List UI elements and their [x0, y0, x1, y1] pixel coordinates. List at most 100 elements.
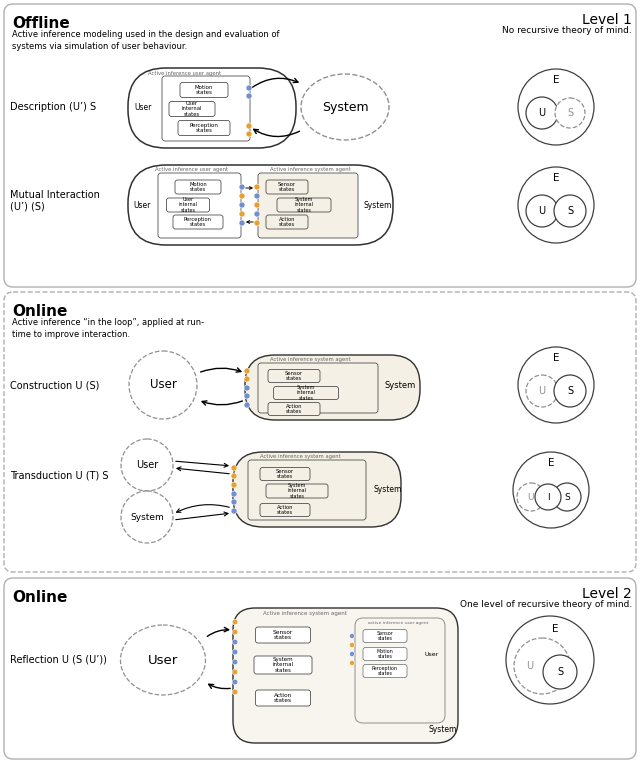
- FancyBboxPatch shape: [166, 198, 209, 212]
- Circle shape: [231, 465, 237, 471]
- Text: Online: Online: [12, 590, 67, 605]
- Circle shape: [246, 131, 252, 137]
- Text: Action
states: Action states: [276, 505, 293, 515]
- Text: Online: Online: [12, 304, 67, 319]
- FancyBboxPatch shape: [266, 215, 308, 229]
- Circle shape: [555, 98, 585, 128]
- Circle shape: [231, 491, 237, 497]
- FancyBboxPatch shape: [233, 608, 458, 743]
- Text: System: System: [374, 485, 402, 494]
- Text: User: User: [134, 102, 152, 111]
- Circle shape: [254, 211, 260, 217]
- Text: Sensor
states: Sensor states: [285, 371, 303, 382]
- Text: Active inference system agent: Active inference system agent: [263, 611, 347, 616]
- Circle shape: [239, 184, 245, 190]
- Text: Active inference system agent: Active inference system agent: [269, 167, 350, 172]
- FancyBboxPatch shape: [4, 4, 636, 287]
- FancyBboxPatch shape: [128, 165, 393, 245]
- Circle shape: [244, 385, 250, 391]
- Text: Level 2: Level 2: [582, 587, 632, 601]
- Circle shape: [244, 393, 250, 399]
- Ellipse shape: [301, 74, 389, 140]
- Circle shape: [254, 220, 260, 226]
- Circle shape: [231, 508, 237, 514]
- Text: Active inference user agent: Active inference user agent: [148, 71, 221, 76]
- Circle shape: [553, 483, 581, 511]
- Circle shape: [244, 376, 250, 382]
- Text: Perception
states: Perception states: [184, 217, 212, 227]
- Circle shape: [232, 689, 238, 695]
- Text: User: User: [136, 460, 158, 470]
- Circle shape: [232, 620, 238, 625]
- Circle shape: [244, 368, 250, 374]
- FancyBboxPatch shape: [363, 629, 407, 642]
- FancyBboxPatch shape: [255, 627, 310, 643]
- Text: System
internal
states: System internal states: [287, 483, 307, 499]
- FancyBboxPatch shape: [363, 665, 407, 678]
- FancyBboxPatch shape: [162, 76, 250, 141]
- FancyBboxPatch shape: [363, 648, 407, 661]
- Text: Level 1: Level 1: [582, 13, 632, 27]
- Circle shape: [231, 473, 237, 479]
- Text: No recursive theory of mind.: No recursive theory of mind.: [502, 26, 632, 35]
- FancyBboxPatch shape: [158, 173, 241, 238]
- Text: Motion
states: Motion states: [376, 649, 394, 659]
- Text: E: E: [548, 458, 554, 468]
- Text: System
internal
states: System internal states: [294, 197, 314, 213]
- Circle shape: [232, 659, 238, 665]
- Circle shape: [518, 69, 594, 145]
- FancyBboxPatch shape: [254, 656, 312, 674]
- Circle shape: [244, 402, 250, 408]
- Text: U: U: [538, 206, 545, 216]
- Circle shape: [517, 483, 545, 511]
- Circle shape: [349, 633, 355, 639]
- Circle shape: [231, 499, 237, 505]
- Text: Transduction U (T) S: Transduction U (T) S: [10, 470, 109, 480]
- FancyBboxPatch shape: [245, 355, 420, 420]
- FancyBboxPatch shape: [255, 690, 310, 706]
- Text: Sensor
states: Sensor states: [276, 468, 294, 479]
- Circle shape: [518, 347, 594, 423]
- Circle shape: [514, 638, 570, 694]
- FancyBboxPatch shape: [277, 198, 331, 212]
- Text: System: System: [322, 101, 368, 114]
- Text: Offline: Offline: [12, 16, 70, 31]
- FancyBboxPatch shape: [260, 504, 310, 517]
- Text: E: E: [553, 75, 559, 85]
- Circle shape: [239, 220, 245, 226]
- Circle shape: [232, 639, 238, 645]
- Circle shape: [349, 652, 355, 656]
- Circle shape: [506, 616, 594, 704]
- Text: User: User: [425, 652, 439, 656]
- Text: Description (U’) S: Description (U’) S: [10, 102, 96, 112]
- Circle shape: [535, 484, 561, 510]
- Text: Motion
states: Motion states: [195, 85, 213, 95]
- Circle shape: [232, 649, 238, 655]
- Circle shape: [254, 202, 260, 208]
- Text: Sensor
states: Sensor states: [273, 629, 293, 640]
- Text: One level of recursive theory of mind.: One level of recursive theory of mind.: [460, 600, 632, 609]
- Text: S: S: [557, 667, 563, 677]
- Circle shape: [526, 97, 558, 129]
- Text: System: System: [429, 726, 457, 735]
- FancyBboxPatch shape: [266, 180, 308, 194]
- Text: User: User: [133, 201, 150, 210]
- Circle shape: [121, 491, 173, 543]
- Circle shape: [246, 123, 252, 129]
- FancyBboxPatch shape: [175, 180, 221, 194]
- Text: Sensor
states: Sensor states: [278, 182, 296, 192]
- Circle shape: [349, 661, 355, 665]
- Circle shape: [232, 679, 238, 685]
- Circle shape: [543, 655, 577, 689]
- Circle shape: [239, 211, 245, 217]
- Text: Action
states: Action states: [274, 693, 292, 703]
- Text: Active inference “in the loop”, applied at run-
time to improve interaction.: Active inference “in the loop”, applied …: [12, 318, 204, 339]
- Ellipse shape: [120, 625, 205, 695]
- Text: Active inference system agent: Active inference system agent: [269, 357, 350, 362]
- Circle shape: [526, 375, 558, 407]
- Text: U: U: [538, 386, 545, 396]
- Text: Active inference user agent: Active inference user agent: [156, 167, 228, 172]
- Circle shape: [121, 439, 173, 491]
- FancyBboxPatch shape: [258, 363, 378, 413]
- FancyBboxPatch shape: [266, 484, 328, 498]
